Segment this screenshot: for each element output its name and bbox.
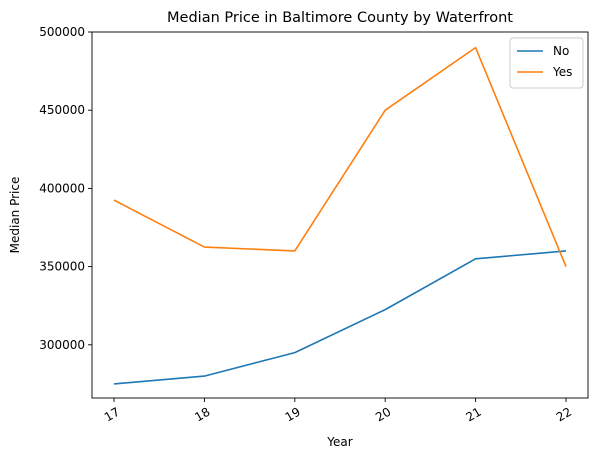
x-tick-label: 17: [102, 405, 122, 425]
x-tick-label: 22: [554, 405, 574, 425]
legend-label-yes: Yes: [552, 65, 572, 79]
series-line-no: [113, 250, 567, 385]
series-line-yes: [113, 46, 567, 267]
chart-title: Median Price in Baltimore County by Wate…: [167, 10, 513, 26]
legend-box: [509, 37, 584, 89]
series-lines: [113, 46, 567, 385]
y-tick-label: 350000: [39, 260, 85, 274]
x-tick-label: 20: [373, 405, 393, 425]
y-axis: 300000 350000 400000 450000 500000: [39, 25, 92, 352]
plot-area: [91, 31, 589, 399]
y-axis-label: Median Price: [8, 177, 22, 254]
x-axis-label: Year: [326, 435, 352, 449]
legend-label-no: No: [553, 44, 569, 58]
plot-frame: [91, 31, 589, 399]
x-axis: 17 18 19 20 21 22: [102, 398, 574, 424]
y-tick-label: 400000: [39, 181, 85, 195]
x-tick-label: 18: [192, 405, 212, 425]
x-tick-label: 21: [463, 405, 483, 425]
y-tick-label: 300000: [39, 338, 85, 352]
y-tick-label: 500000: [39, 25, 85, 39]
y-tick-label: 450000: [39, 103, 85, 117]
legend: No Yes: [509, 37, 584, 89]
x-tick-label: 19: [283, 405, 303, 425]
